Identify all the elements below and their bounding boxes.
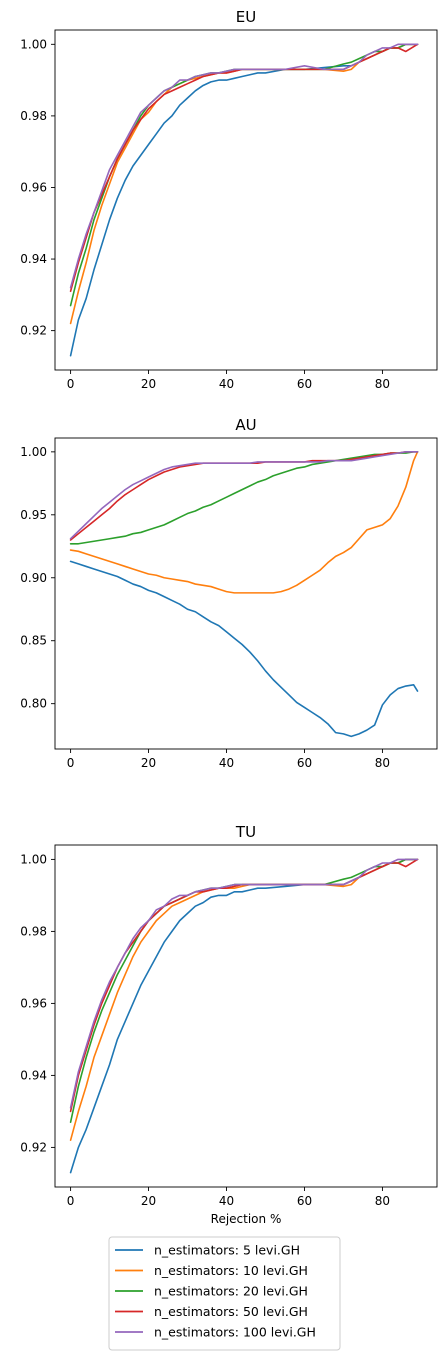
series-group xyxy=(69,858,419,1174)
y-tick-label: 1.00 xyxy=(20,37,47,51)
series-line-1 xyxy=(69,560,419,738)
x-axis-label: Rejection % xyxy=(211,1212,282,1226)
legend-label-4: n_estimators: 50 levi.GH xyxy=(154,1304,308,1319)
x-tick-label: 60 xyxy=(297,377,312,391)
axes-frame xyxy=(54,29,438,371)
x-tick-label: 40 xyxy=(219,756,234,770)
series-line-5 xyxy=(69,43,419,289)
series-line-3 xyxy=(69,451,419,545)
series-line-5 xyxy=(69,858,419,1109)
y-tick-label: 0.96 xyxy=(20,180,47,194)
chart-title: EU xyxy=(236,8,256,26)
y-tick-label: 0.98 xyxy=(20,924,47,938)
x-tick-label: 40 xyxy=(219,1194,234,1208)
legend-label-3: n_estimators: 20 levi.GH xyxy=(154,1284,308,1299)
chart-title: TU xyxy=(235,823,256,841)
x-tick-label: 0 xyxy=(67,1194,75,1208)
legend-box xyxy=(108,1236,341,1351)
y-tick-label: 0.94 xyxy=(20,1068,47,1082)
x-tick-label: 20 xyxy=(141,1194,156,1208)
axes-frame xyxy=(54,844,438,1188)
legend-label-2: n_estimators: 10 levi.GH xyxy=(154,1263,308,1278)
x-tick-label: 20 xyxy=(141,756,156,770)
chart-panel-tu: 0 20 40 60 80 0.92 0.94 0.96 0.98 1.00 TU Rejection… xyxy=(20,823,438,1226)
x-tick-label: 0 xyxy=(67,756,75,770)
y-tick-label: 0.92 xyxy=(20,324,47,338)
legend-label-1: n_estimators: 5 levi.GH xyxy=(154,1243,300,1258)
chart-title: AU xyxy=(235,416,256,434)
x-tick-label: 80 xyxy=(375,756,390,770)
y-tick-label: 0.90 xyxy=(20,571,47,585)
axes-frame xyxy=(54,437,438,750)
chart-panel-au: 0 20 40 60 80 0.80 0.85 0.90 0.95 1.00 AU xyxy=(20,416,438,770)
y-tick-label: 0.98 xyxy=(20,109,47,123)
x-tick-label: 40 xyxy=(219,377,234,391)
y-tick-label: 1.00 xyxy=(20,852,47,866)
y-tick-label: 0.80 xyxy=(20,697,47,711)
chart-panel-eu: 0 20 40 60 80 0.92 0.94 0.96 0.98 1.00 EU xyxy=(20,8,438,391)
series-group xyxy=(69,451,419,738)
x-tick-label: 0 xyxy=(67,377,75,391)
series-line-5 xyxy=(69,451,419,540)
x-tick-label: 60 xyxy=(297,1194,312,1208)
x-tick-label: 60 xyxy=(297,756,312,770)
legend: n_estimators: 5 levi.GH n_estimators: 10 … xyxy=(108,1236,341,1351)
x-tick-label: 80 xyxy=(375,377,390,391)
x-tick-label: 80 xyxy=(375,1194,390,1208)
y-tick-label: 0.96 xyxy=(20,996,47,1010)
y-tick-label: 0.94 xyxy=(20,252,47,266)
y-tick-label: 1.00 xyxy=(20,445,47,459)
x-tick-label: 20 xyxy=(141,377,156,391)
legend-label-5: n_estimators: 100 levi.GH xyxy=(154,1325,316,1340)
y-tick-label: 0.85 xyxy=(20,634,47,648)
series-line-2 xyxy=(69,451,419,594)
series-group xyxy=(69,43,419,357)
y-tick-label: 0.92 xyxy=(20,1140,47,1154)
y-tick-label: 0.95 xyxy=(20,508,47,522)
